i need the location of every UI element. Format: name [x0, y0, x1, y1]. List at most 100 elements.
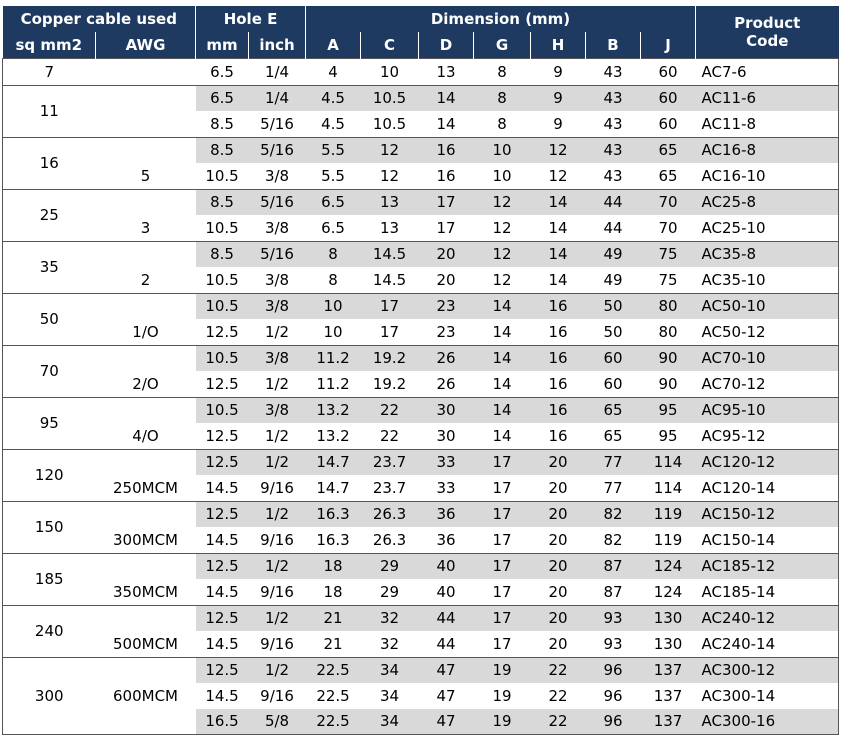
value-cell: 44 — [436, 634, 456, 653]
value-cell: 8 — [473, 58, 531, 85]
value-cell: 16 — [548, 426, 568, 445]
header-cell: C — [360, 32, 419, 59]
value-cell: 22 — [530, 656, 586, 683]
value-cell: 43 — [585, 136, 641, 163]
value-cell: 14 — [492, 322, 512, 341]
table-row: 150 12.5 1/2 16.3 26.3 36 17 20 82 119 AC150-12 — [2, 500, 839, 553]
value-cell: 17 — [492, 478, 512, 497]
awg-cell: 3 — [140, 218, 151, 237]
value-cell: 17 — [360, 292, 419, 319]
table-row: 16.5 5/8 22.5 34 47 19 22 96 137 AC300-16 — [3, 708, 839, 735]
value-cell: 22 — [379, 426, 400, 445]
header-cell: J — [640, 32, 696, 59]
header-cell: inch — [248, 32, 306, 59]
value-cell: 19.2 — [360, 344, 419, 371]
value-cell: 34 — [360, 656, 419, 683]
value-cell: 14 — [530, 240, 586, 267]
code-cell: AC35-10 — [701, 270, 766, 289]
spec-table: Copper cable used Hole E Dimension (mm) … — [2, 6, 839, 735]
value-cell: 6.5 — [195, 84, 249, 111]
size-cell: 11 — [2, 84, 96, 137]
table-row: 350MCM 14.5 9/16 18 29 40 17 20 87 124 AC185-14 — [3, 579, 839, 605]
header-cell: G — [473, 32, 531, 59]
value-cell: 130 — [653, 634, 683, 653]
value-cell: 14.7 — [305, 448, 361, 475]
value-cell: 114 — [640, 448, 696, 475]
value-cell: 9 — [530, 84, 586, 111]
value-cell: 22 — [360, 396, 419, 423]
value-cell: 44 — [603, 218, 623, 237]
awg-cell — [95, 292, 196, 319]
table-row: 250MCM 14.5 9/16 14.7 23.7 33 17 20 77 114 AC120-1… — [3, 475, 839, 501]
code-cell: AC35-8 — [695, 240, 839, 267]
value-cell: 124 — [640, 552, 696, 579]
value-cell: 14 — [548, 270, 568, 289]
value-cell: 44 — [585, 188, 641, 215]
value-cell: 60 — [640, 84, 696, 111]
awg-cell: 350MCM — [113, 582, 178, 601]
value-cell: 14 — [418, 84, 474, 111]
awg-cell — [96, 111, 196, 137]
value-cell: 1/4 — [248, 58, 306, 85]
header-row: Copper cable used Hole E Dimension (mm) … — [2, 6, 839, 59]
value-cell: 80 — [658, 322, 678, 341]
value-cell: 10.5 — [360, 84, 419, 111]
value-cell: 16 — [530, 292, 586, 319]
value-cell: 47 — [418, 708, 474, 735]
value-cell: 8.5 — [210, 114, 234, 133]
value-cell: 12.5 — [205, 374, 239, 393]
value-cell: 10.5 — [205, 166, 239, 185]
value-cell: 96 — [585, 708, 641, 735]
value-cell: 12.5 — [195, 552, 249, 579]
table-row: 3 10.5 3/8 6.5 13 17 12 14 44 70 AC25-10 — [3, 215, 839, 241]
value-cell: 14.5 — [205, 530, 239, 549]
value-cell: 16.3 — [305, 500, 361, 527]
value-cell: 1/2 — [248, 604, 306, 631]
header-text: Code — [746, 32, 789, 50]
value-cell: 17 — [473, 448, 531, 475]
value-cell: 33 — [418, 448, 474, 475]
table-header: Copper cable used Hole E Dimension (mm) … — [2, 6, 839, 59]
value-cell: 18 — [323, 582, 343, 601]
code-cell: AC240-14 — [701, 634, 776, 653]
value-cell: 12.5 — [205, 322, 239, 341]
value-cell: 19 — [473, 708, 531, 735]
value-cell: 60 — [658, 114, 678, 133]
value-cell: 6.5 — [195, 58, 249, 85]
value-cell: 47 — [418, 656, 474, 683]
value-cell: 16 — [436, 166, 456, 185]
value-cell: 19 — [473, 656, 531, 683]
code-cell: AC240-12 — [695, 604, 839, 631]
value-cell: 36 — [436, 530, 456, 549]
value-cell: 26.3 — [360, 500, 419, 527]
value-cell: 13 — [379, 218, 400, 237]
table-row: 300 12.5 1/2 22.5 34 47 19 22 96 137 AC300-12 — [2, 656, 839, 735]
value-cell: 43 — [603, 166, 623, 185]
awg-cell: 2 — [140, 270, 151, 289]
value-cell: 14 — [473, 396, 531, 423]
value-cell: 4.5 — [321, 114, 345, 133]
table-row: 16 8.5 5/16 5.5 12 16 10 12 43 65 AC16-8 — [2, 136, 839, 189]
value-cell: 5/16 — [248, 188, 306, 215]
awg-cell: 4/O — [132, 426, 159, 445]
value-cell: 8 — [328, 270, 338, 289]
value-cell: 16 — [530, 344, 586, 371]
value-cell: 60 — [585, 344, 641, 371]
value-cell: 33 — [436, 478, 456, 497]
code-cell: AC25-8 — [695, 188, 839, 215]
awg-cell — [95, 188, 196, 215]
value-cell: 12 — [379, 166, 400, 185]
table-row: 50 10.5 3/8 10 17 23 14 16 50 80 AC50-10 — [2, 292, 839, 345]
value-cell: 70 — [640, 188, 696, 215]
awg-cell: 600MCM — [113, 686, 178, 705]
value-cell: 40 — [418, 552, 474, 579]
value-cell: 12 — [530, 136, 586, 163]
value-cell: 10 — [360, 58, 419, 85]
value-cell: 5/16 — [260, 114, 294, 133]
value-cell: 20 — [418, 240, 474, 267]
header-cell: Dimension (mm) — [305, 6, 696, 32]
value-cell: 9/16 — [260, 582, 294, 601]
header-cell: Copper cable used — [2, 6, 196, 32]
value-cell: 20 — [530, 552, 586, 579]
